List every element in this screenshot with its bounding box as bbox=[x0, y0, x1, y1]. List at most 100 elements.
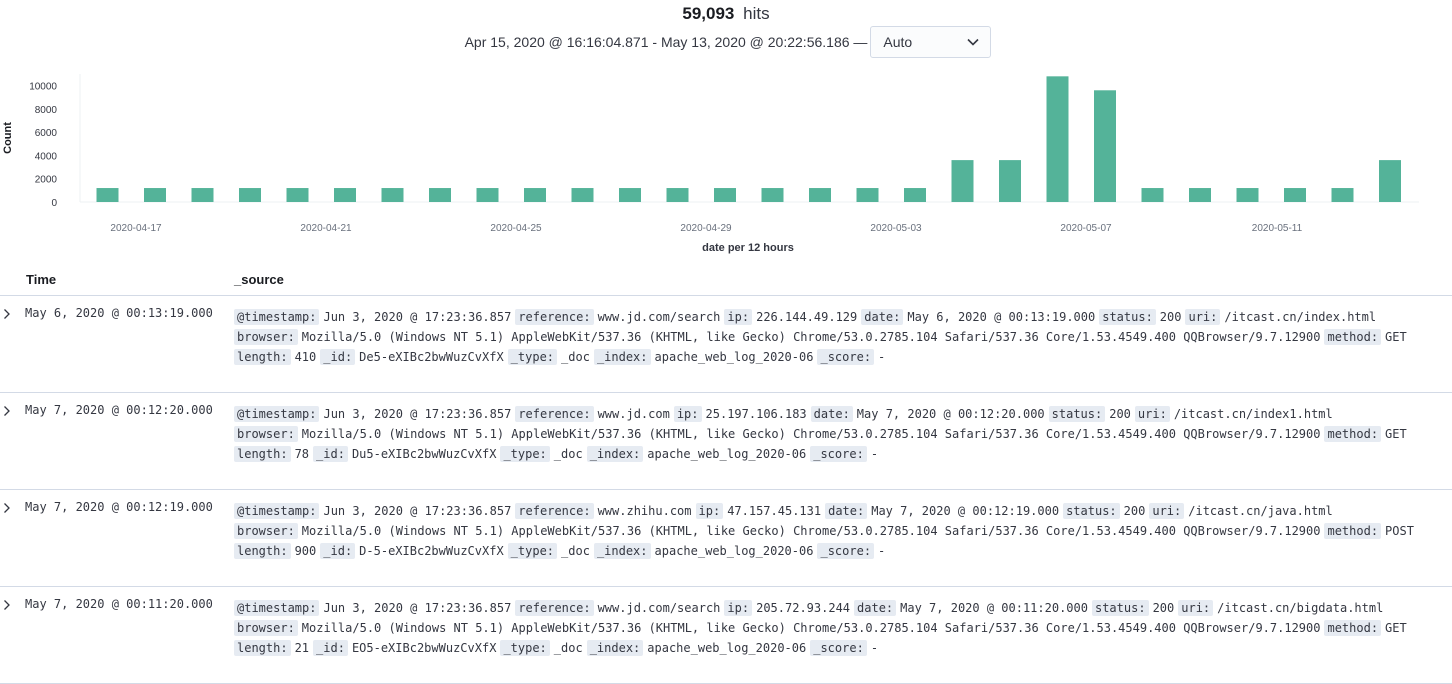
field-key: browser: bbox=[234, 620, 298, 636]
x-tick-label: 2020-04-25 bbox=[490, 223, 542, 234]
field-value: - bbox=[870, 447, 879, 461]
histogram-bar[interactable] bbox=[1046, 76, 1069, 202]
field-key: status: bbox=[1048, 406, 1106, 422]
hits-count: 59,093 bbox=[682, 4, 735, 23]
histogram-bar[interactable] bbox=[1284, 188, 1306, 202]
field-value: www.jd.com/search bbox=[597, 310, 721, 324]
field-key: _id: bbox=[320, 543, 356, 559]
column-header-time[interactable]: Time bbox=[26, 272, 57, 287]
y-tick-label: 0 bbox=[51, 198, 57, 209]
expand-row-chevron-icon[interactable] bbox=[0, 501, 14, 515]
row-time: May 7, 2020 @ 00:11:20.000 bbox=[25, 597, 213, 611]
histogram-bar[interactable] bbox=[809, 188, 831, 202]
field-value: 200 bbox=[1123, 504, 1146, 518]
field-key: date: bbox=[810, 406, 853, 422]
source-field: reference: www.zhihu.com bbox=[515, 503, 692, 519]
field-value: Du5-eXIBc2bwWuzCvXfX bbox=[351, 447, 497, 461]
field-key: _type: bbox=[500, 640, 550, 656]
hits-header: 59,093 hits Apr 15, 2020 @ 16:16:04.871 … bbox=[0, 0, 1452, 62]
histogram-bar[interactable] bbox=[666, 188, 689, 202]
field-key: method: bbox=[1324, 426, 1382, 442]
histogram-bar[interactable] bbox=[381, 188, 404, 202]
y-axis-label: Count bbox=[2, 122, 14, 154]
x-tick-label: 2020-05-11 bbox=[1252, 223, 1303, 234]
field-key: length: bbox=[234, 446, 291, 462]
field-key: _index: bbox=[593, 349, 651, 365]
source-field: uri:/itcast.cn/index.html bbox=[1185, 309, 1376, 325]
source-line: length: 410 _id: De5-eXIBc2bwWuzCvXfX _type:… bbox=[234, 345, 1444, 369]
histogram-bar[interactable] bbox=[239, 188, 261, 202]
source-field: browser: Mozilla/5.0 (Windows NT 5.1) App… bbox=[234, 620, 1320, 636]
histogram-bar[interactable] bbox=[1189, 188, 1211, 202]
source-field: _index: apache_web_log_2020-06 bbox=[593, 349, 814, 365]
source-field: @timestamp: Jun 3, 2020 @ 17:23:36.857 bbox=[234, 600, 511, 616]
field-value: May 7, 2020 @ 00:12:20.000 bbox=[856, 407, 1045, 421]
field-value: www.jd.com/search bbox=[597, 601, 721, 615]
histogram-bar[interactable] bbox=[524, 188, 546, 202]
field-value: _doc bbox=[553, 641, 583, 655]
field-value: De5-eXIBc2bwWuzCvXfX bbox=[359, 350, 504, 364]
expand-row-chevron-icon[interactable] bbox=[0, 598, 14, 612]
histogram-bars[interactable] bbox=[96, 76, 1402, 202]
histogram-bar[interactable] bbox=[999, 160, 1021, 202]
source-field: reference: www.jd.com/search bbox=[515, 309, 721, 325]
field-value: - bbox=[870, 641, 879, 655]
time-range-row: Apr 15, 2020 @ 16:16:04.871 - May 13, 20… bbox=[0, 26, 1452, 58]
histogram-bar[interactable] bbox=[619, 188, 641, 202]
field-value: apache_web_log_2020-06 bbox=[654, 350, 814, 364]
source-field: ip: 47.157.45.131 bbox=[695, 503, 821, 519]
field-key: browser: bbox=[234, 523, 298, 539]
field-value: 78 bbox=[294, 447, 310, 461]
histogram-bar[interactable] bbox=[144, 188, 166, 202]
histogram-bar[interactable] bbox=[476, 188, 499, 202]
field-value: apache_web_log_2020-06 bbox=[654, 544, 814, 558]
expand-row-chevron-icon[interactable] bbox=[0, 307, 14, 321]
field-key: ip: bbox=[724, 600, 753, 616]
field-value: _doc bbox=[553, 447, 583, 461]
x-tick-label: 2020-05-03 bbox=[870, 223, 922, 234]
histogram-bar[interactable] bbox=[429, 188, 451, 202]
interval-select[interactable]: Auto bbox=[870, 26, 992, 58]
histogram-bar[interactable] bbox=[571, 188, 594, 202]
histogram-bar[interactable] bbox=[1236, 188, 1259, 202]
histogram-bar[interactable] bbox=[714, 188, 736, 202]
histogram-bar[interactable] bbox=[191, 188, 214, 202]
source-field: method: GET bbox=[1324, 620, 1407, 636]
y-tick-label: 6000 bbox=[35, 128, 58, 139]
histogram-bar[interactable] bbox=[1331, 188, 1354, 202]
x-tick-label: 2020-04-17 bbox=[110, 223, 162, 234]
source-field: @timestamp: Jun 3, 2020 @ 17:23:36.857 bbox=[234, 309, 511, 325]
field-value: /itcast.cn/java.html bbox=[1188, 504, 1333, 518]
histogram-bar[interactable] bbox=[761, 188, 784, 202]
histogram-bar[interactable] bbox=[1379, 160, 1401, 202]
source-field: browser: Mozilla/5.0 (Windows NT 5.1) App… bbox=[234, 523, 1321, 539]
histogram-bar[interactable] bbox=[951, 160, 974, 202]
table-row: May 7, 2020 @ 00:11:20.000 @timestamp: Jun… bbox=[0, 587, 1452, 684]
expand-row-chevron-icon[interactable] bbox=[0, 404, 14, 418]
source-line: @timestamp: Jun 3, 2020 @ 17:23:36.857 ref… bbox=[234, 499, 1444, 523]
field-key: _id: bbox=[313, 640, 348, 656]
field-value: GET bbox=[1385, 330, 1407, 344]
field-key: reference: bbox=[515, 406, 594, 422]
histogram-bar[interactable] bbox=[286, 188, 309, 202]
histogram-bar[interactable] bbox=[1094, 90, 1116, 202]
field-value: /itcast.cn/bigdata.html bbox=[1217, 601, 1384, 615]
field-value: _doc bbox=[561, 350, 590, 364]
hits-label: hits bbox=[743, 4, 770, 23]
histogram-bar[interactable] bbox=[904, 188, 926, 202]
row-source: @timestamp: Jun 3, 2020 @ 17:23:36.857 ref… bbox=[234, 499, 1444, 563]
histogram-bar[interactable] bbox=[334, 188, 356, 202]
histogram-bar[interactable] bbox=[1141, 188, 1164, 202]
source-field: reference: www.jd.com/search bbox=[515, 600, 721, 616]
field-key: uri: bbox=[1149, 503, 1185, 519]
histogram-bar[interactable] bbox=[856, 188, 879, 202]
source-field: status: 200 bbox=[1099, 309, 1181, 325]
field-value: Mozilla/5.0 (Windows NT 5.1) AppleWebKit… bbox=[301, 524, 1321, 538]
field-key: length: bbox=[234, 640, 291, 656]
field-value: - bbox=[878, 350, 886, 364]
field-value: POST bbox=[1385, 524, 1414, 538]
row-source: @timestamp: Jun 3, 2020 @ 17:23:36.857 ref… bbox=[234, 402, 1444, 466]
source-field: @timestamp: Jun 3, 2020 @ 17:23:36.857 bbox=[234, 503, 511, 519]
histogram-bar[interactable] bbox=[96, 188, 119, 202]
field-key: @timestamp: bbox=[234, 309, 320, 325]
